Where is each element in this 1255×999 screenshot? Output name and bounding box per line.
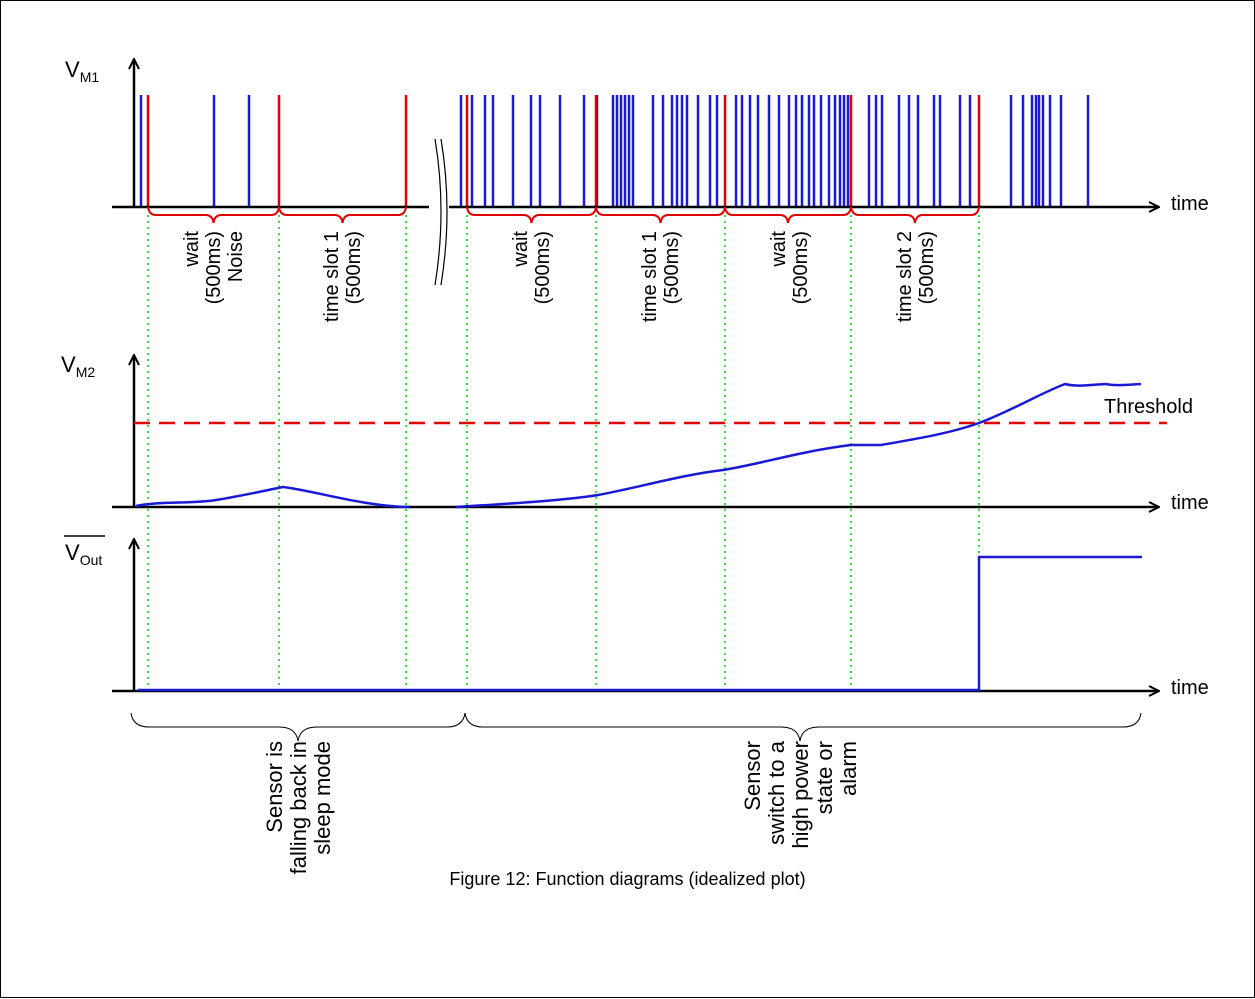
time-slot-text: wait(500ms)Noise xyxy=(181,231,247,305)
vm2-signal-active xyxy=(455,382,1142,509)
phase-label: Sensor isfalling back insleep mode xyxy=(262,741,335,874)
time-slot-text: time slot 2(500ms) xyxy=(894,231,938,322)
vm2-y-label: VM2 xyxy=(61,352,95,380)
vm1-y-label: VM1 xyxy=(65,57,99,85)
time-slot-label: time slot 1(500ms) xyxy=(639,231,683,322)
time-slot-label: wait(500ms) xyxy=(768,231,812,305)
vm1-pulses xyxy=(139,95,1090,207)
vm1-panel: VM1 time wait(500ms)Noise time slot 1(500… xyxy=(65,57,1209,322)
time-slot-brace xyxy=(850,206,980,224)
vout-signal xyxy=(138,555,1142,692)
time-slot-text: time slot 1(500ms) xyxy=(321,231,365,322)
time-slot-brace xyxy=(278,206,407,224)
axis-break-mark xyxy=(434,138,448,286)
time-slot-braces xyxy=(147,206,980,224)
threshold-label: Threshold xyxy=(1104,396,1193,418)
vm2-x-label: time xyxy=(1171,492,1209,514)
vout-y-label: VOut xyxy=(65,540,102,568)
time-slot-label: wait(500ms)Noise xyxy=(181,231,247,305)
phase-label: Sensorswitch to ahigh powerstate oralarm xyxy=(740,740,861,848)
vout-x-label: time xyxy=(1171,677,1209,699)
figure-caption: Figure 12: Function diagrams (idealized … xyxy=(449,869,806,889)
phase-braces xyxy=(130,712,1142,742)
phase-text: Sensor isfalling back insleep mode xyxy=(262,741,335,874)
time-slot-text: wait(500ms) xyxy=(510,231,554,305)
time-slot-label: time slot 1(500ms) xyxy=(321,231,365,322)
time-slot-label: wait(500ms) xyxy=(510,231,554,305)
vout-panel: VOut time xyxy=(64,535,1209,699)
vm1-x-label: time xyxy=(1171,193,1209,215)
phase-labels: Sensor isfalling back insleep mode Sensor… xyxy=(262,740,861,874)
time-slot-brace xyxy=(466,206,597,224)
slot-boundary-guides xyxy=(147,215,980,691)
time-slot-text: wait(500ms) xyxy=(768,231,812,305)
time-slot-label: time slot 2(500ms) xyxy=(894,231,938,322)
phase-text: Sensorswitch to ahigh powerstate oralarm xyxy=(740,740,861,848)
vm2-panel: Threshold VM2 time xyxy=(61,352,1209,514)
vm2-signal-sleep xyxy=(135,485,410,509)
phase-brace-sleep xyxy=(130,712,466,742)
time-slot-text: time slot 1(500ms) xyxy=(639,231,683,322)
time-slot-labels: wait(500ms)Noise time slot 1(500ms) wait(5… xyxy=(181,231,938,323)
time-slot-brace xyxy=(147,206,280,224)
time-slot-brace xyxy=(595,206,726,224)
time-slot-brace xyxy=(724,206,852,224)
phase-brace-active xyxy=(464,712,1142,742)
